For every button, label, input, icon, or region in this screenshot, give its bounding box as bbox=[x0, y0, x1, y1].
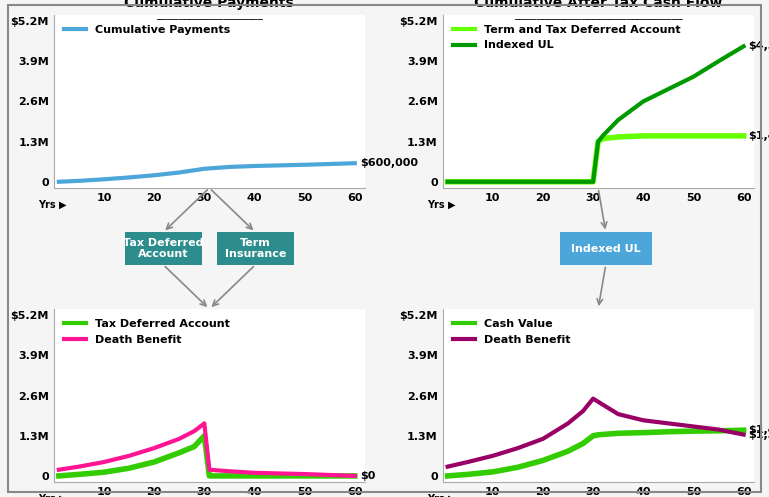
Text: $1,479,617: $1,479,617 bbox=[748, 425, 769, 435]
Text: Tax Deferred
Account: Tax Deferred Account bbox=[123, 238, 204, 259]
Text: $4,383,951: $4,383,951 bbox=[748, 41, 769, 51]
Text: Term
Insurance: Term Insurance bbox=[225, 238, 286, 259]
Text: $0: $0 bbox=[360, 471, 375, 481]
Text: Yrs ▶: Yrs ▶ bbox=[427, 494, 455, 497]
Legend: Tax Deferred Account, Death Benefit: Tax Deferred Account, Death Benefit bbox=[59, 315, 235, 349]
Text: Yrs ▶: Yrs ▶ bbox=[38, 494, 67, 497]
Text: Indexed UL: Indexed UL bbox=[571, 244, 641, 253]
Text: ___________________: ___________________ bbox=[156, 10, 263, 20]
Text: $1,483,951: $1,483,951 bbox=[748, 131, 769, 141]
Text: $600,000: $600,000 bbox=[360, 158, 418, 168]
Text: $1,336,676: $1,336,676 bbox=[748, 429, 769, 440]
Text: Yrs ▶: Yrs ▶ bbox=[38, 200, 67, 210]
Text: Cumulative Payments: Cumulative Payments bbox=[125, 0, 295, 10]
Text: Yrs ▶: Yrs ▶ bbox=[427, 200, 455, 210]
Legend: Cumulative Payments: Cumulative Payments bbox=[59, 20, 235, 39]
Legend: Cash Value, Death Benefit: Cash Value, Death Benefit bbox=[448, 315, 574, 349]
Text: Cumulative After Tax Cash Flow: Cumulative After Tax Cash Flow bbox=[474, 0, 722, 10]
Text: ______________________________: ______________________________ bbox=[514, 10, 682, 20]
Legend: Term and Tax Deferred Account, Indexed UL: Term and Tax Deferred Account, Indexed U… bbox=[448, 20, 684, 55]
